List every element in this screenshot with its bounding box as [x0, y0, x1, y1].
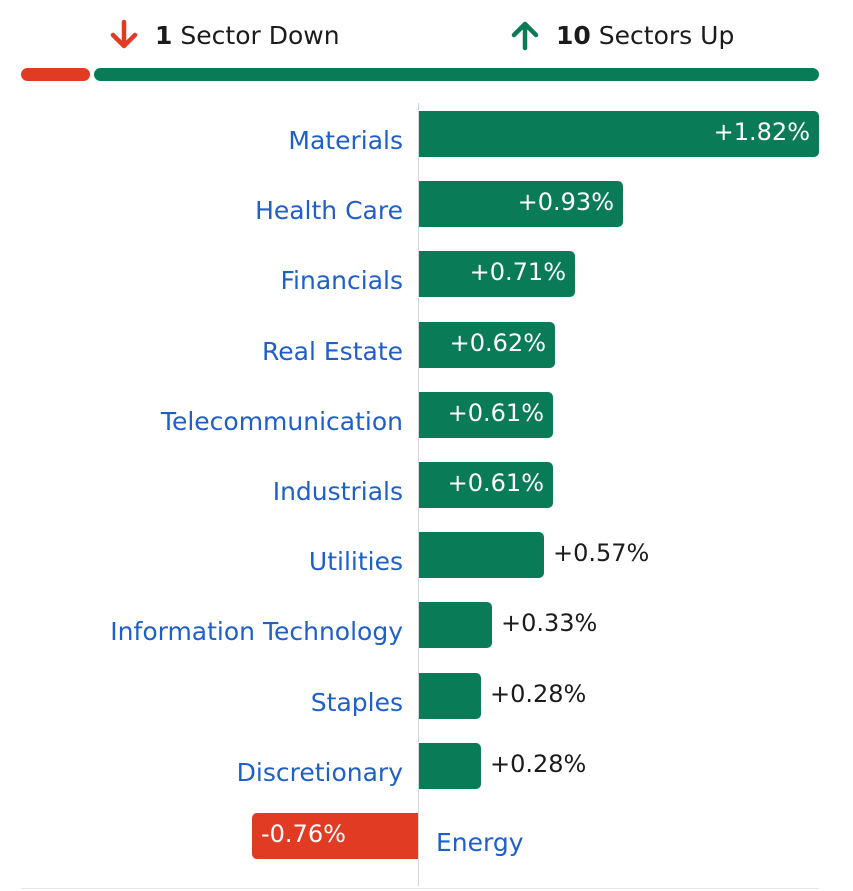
sector-label-staples[interactable]: Staples	[310, 688, 403, 717]
value-label-financials: +0.71%	[469, 258, 566, 286]
value-label-telecommunication: +0.61%	[447, 399, 544, 427]
value-label-industrials: +0.61%	[447, 469, 544, 497]
value-label-energy: -0.76%	[261, 820, 346, 848]
value-label-materials: +1.82%	[713, 118, 810, 146]
arrow-up-icon	[511, 21, 539, 51]
sectors-down-count: 1	[155, 20, 173, 50]
arrow-down-icon	[110, 19, 138, 49]
value-label-information-technology: +0.33%	[501, 609, 598, 637]
chart-bottom-rule	[21, 888, 819, 889]
sector-label-industrials[interactable]: Industrials	[272, 477, 403, 506]
sector-label-utilities[interactable]: Utilities	[308, 547, 403, 576]
sectors-up-summary: 10 Sectors Up	[508, 18, 734, 52]
bar-staples	[419, 673, 481, 719]
bar-utilities	[419, 532, 544, 578]
up-down-ratio-bar	[21, 68, 819, 81]
bar-health-care	[419, 181, 623, 227]
sector-label-financials[interactable]: Financials	[280, 266, 404, 295]
sector-label-information-technology[interactable]: Information Technology	[110, 617, 403, 646]
value-label-real-estate: +0.62%	[449, 329, 546, 357]
sectors-down-label: Sector Down	[180, 20, 340, 50]
bar-information-technology	[419, 602, 492, 648]
bar-financials	[419, 251, 575, 297]
sectors-down-summary: 1 Sector Down	[107, 18, 340, 52]
value-label-discretionary: +0.28%	[490, 750, 587, 778]
bar-energy	[252, 813, 419, 859]
chart-zero-axis	[418, 103, 419, 886]
bar-real-estate	[419, 322, 555, 368]
ratio-bar-up-segment	[94, 68, 819, 81]
value-label-staples: +0.28%	[490, 680, 587, 708]
sector-label-discretionary[interactable]: Discretionary	[236, 758, 403, 787]
sectors-up-count: 10	[556, 20, 591, 50]
sector-label-health-care[interactable]: Health Care	[255, 196, 403, 225]
sector-label-energy[interactable]: Energy	[436, 828, 524, 857]
value-label-utilities: +0.57%	[553, 539, 650, 567]
sectors-up-label: Sectors Up	[598, 20, 735, 50]
sector-label-materials[interactable]: Materials	[288, 126, 403, 155]
sector-label-real-estate[interactable]: Real Estate	[262, 337, 403, 366]
value-label-health-care: +0.93%	[517, 188, 614, 216]
bar-discretionary	[419, 743, 481, 789]
bar-telecommunication	[419, 392, 553, 438]
ratio-bar-down-segment	[21, 68, 90, 81]
bar-industrials	[419, 462, 553, 508]
bar-materials	[419, 111, 819, 157]
sector-label-telecommunication[interactable]: Telecommunication	[160, 407, 403, 436]
